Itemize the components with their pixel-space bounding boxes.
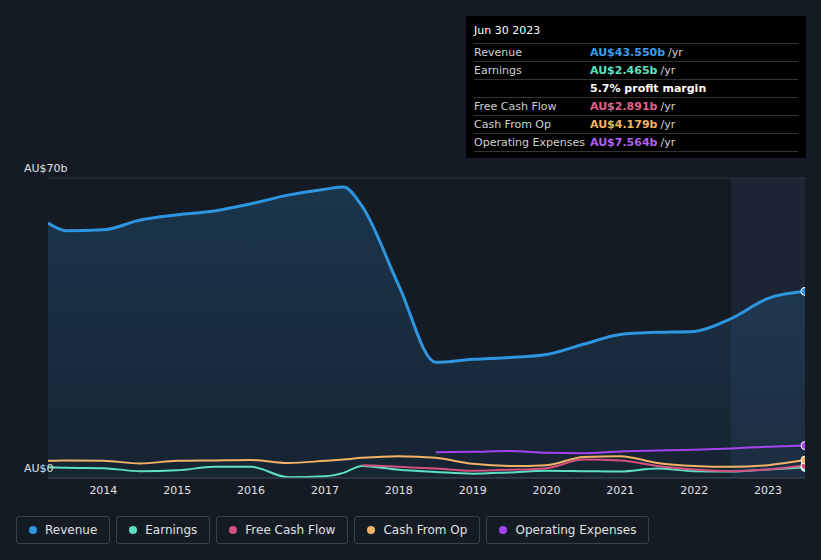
svg-text:AU$0: AU$0 bbox=[24, 462, 54, 475]
svg-text:2022: 2022 bbox=[680, 484, 708, 497]
html-text:AU$43.550b /yr: AU$43.550b /yr bbox=[590, 46, 683, 59]
svg-text:2015: 2015 bbox=[163, 484, 191, 497]
html-text:Earnings: Earnings bbox=[145, 523, 198, 537]
html-text:AU$2.891b /yr: AU$2.891b /yr bbox=[590, 100, 676, 113]
svg-text:2017: 2017 bbox=[311, 484, 339, 497]
svg-text:2018: 2018 bbox=[385, 484, 413, 497]
html-text:AU$2.465b /yr: AU$2.465b /yr bbox=[590, 64, 676, 77]
svg-text:2019: 2019 bbox=[459, 484, 487, 497]
svg-text:2016: 2016 bbox=[237, 484, 265, 497]
html-text:Revenue: Revenue bbox=[45, 523, 98, 537]
svg-text:2023: 2023 bbox=[754, 484, 782, 497]
html-text:Jun 30 2023: Jun 30 2023 bbox=[474, 24, 541, 37]
html-text:Cash From Op: Cash From Op bbox=[474, 118, 551, 131]
html-text:Operating Expenses: Operating Expenses bbox=[515, 523, 637, 537]
svg-text:AU$70b: AU$70b bbox=[24, 162, 68, 175]
html-text:Cash From Op: Cash From Op bbox=[383, 523, 468, 537]
html-text:Operating Expenses: Operating Expenses bbox=[474, 136, 585, 149]
html-text:5.7% profit margin: 5.7% profit margin bbox=[590, 82, 707, 95]
html-text:Revenue: Revenue bbox=[474, 46, 522, 59]
html-text:AU$7.564b /yr: AU$7.564b /yr bbox=[590, 136, 676, 149]
html-text:Earnings: Earnings bbox=[474, 64, 522, 77]
html-text:Free Cash Flow: Free Cash Flow bbox=[245, 523, 336, 537]
svg-text:2020: 2020 bbox=[533, 484, 561, 497]
html-text:AU$4.179b /yr: AU$4.179b /yr bbox=[590, 118, 676, 131]
svg-text:2021: 2021 bbox=[606, 484, 634, 497]
html-text:Free Cash Flow: Free Cash Flow bbox=[474, 100, 557, 113]
svg-text:2014: 2014 bbox=[89, 484, 117, 497]
